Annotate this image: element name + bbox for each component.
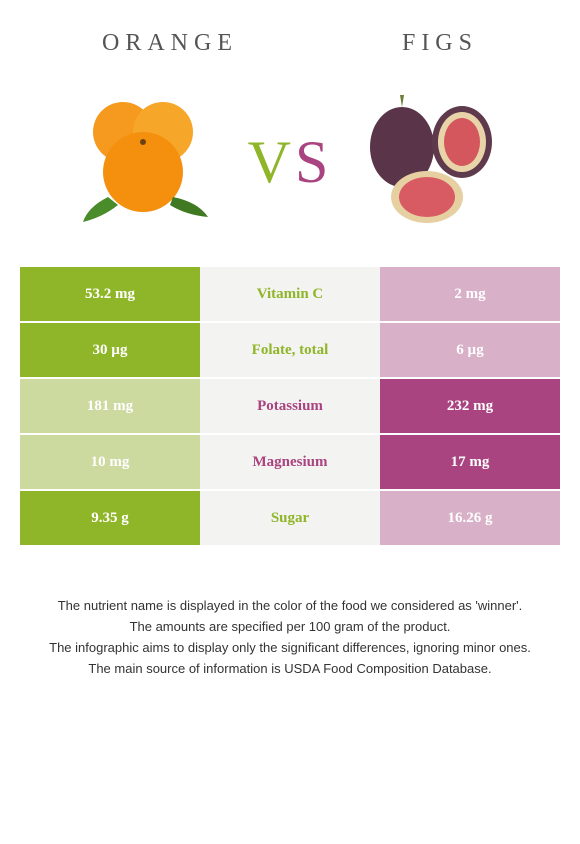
left-value: 53.2 mg bbox=[20, 267, 200, 321]
vs-label: VS bbox=[248, 128, 333, 197]
nutrient-label: Vitamin C bbox=[200, 267, 380, 321]
footer-notes: The nutrient name is displayed in the co… bbox=[0, 547, 580, 690]
vs-s: S bbox=[295, 129, 332, 195]
right-value: 16.26 g bbox=[380, 491, 560, 545]
left-value: 181 mg bbox=[20, 379, 200, 433]
right-value: 6 µg bbox=[380, 323, 560, 377]
table-row: 9.35 g Sugar 16.26 g bbox=[20, 491, 560, 547]
left-value: 9.35 g bbox=[20, 491, 200, 545]
comparison-table: 53.2 mg Vitamin C 2 mg 30 µg Folate, tot… bbox=[20, 267, 560, 547]
left-value: 10 mg bbox=[20, 435, 200, 489]
nutrient-label: Potassium bbox=[200, 379, 380, 433]
left-value: 30 µg bbox=[20, 323, 200, 377]
vs-v: V bbox=[248, 129, 295, 195]
table-row: 181 mg Potassium 232 mg bbox=[20, 379, 560, 435]
nutrient-label: Sugar bbox=[200, 491, 380, 545]
figs-image bbox=[352, 87, 512, 237]
table-row: 53.2 mg Vitamin C 2 mg bbox=[20, 267, 560, 323]
table-row: 30 µg Folate, total 6 µg bbox=[20, 323, 560, 379]
footer-line: The infographic aims to display only the… bbox=[20, 639, 560, 658]
footer-line: The main source of information is USDA F… bbox=[20, 660, 560, 679]
footer-line: The amounts are specified per 100 gram o… bbox=[20, 618, 560, 637]
vs-row: VS bbox=[0, 77, 580, 267]
right-value: 232 mg bbox=[380, 379, 560, 433]
table-row: 10 mg Magnesium 17 mg bbox=[20, 435, 560, 491]
right-value: 17 mg bbox=[380, 435, 560, 489]
nutrient-label: Folate, total bbox=[200, 323, 380, 377]
nutrient-label: Magnesium bbox=[200, 435, 380, 489]
right-food-title: FIGS bbox=[402, 30, 478, 57]
right-value: 2 mg bbox=[380, 267, 560, 321]
left-food-title: ORANGE bbox=[102, 30, 238, 57]
footer-line: The nutrient name is displayed in the co… bbox=[20, 597, 560, 616]
header: ORANGE FIGS bbox=[0, 0, 580, 77]
orange-image bbox=[68, 87, 228, 237]
